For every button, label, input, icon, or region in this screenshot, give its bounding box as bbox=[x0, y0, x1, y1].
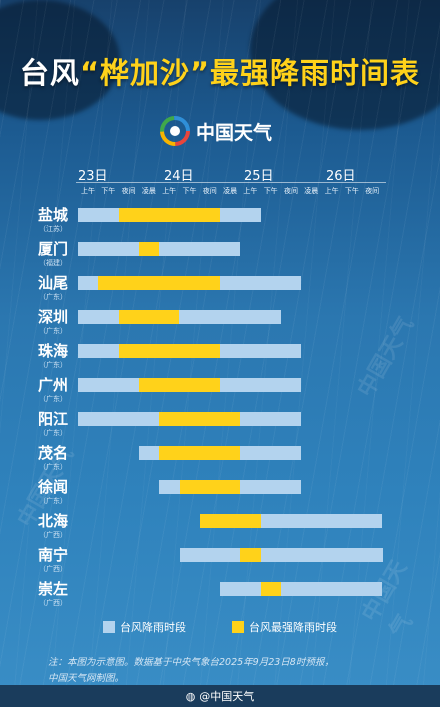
city-name: 珠海 bbox=[37, 342, 68, 360]
rain-period-bar bbox=[220, 582, 383, 596]
city-name: 南宁 bbox=[37, 546, 68, 564]
time-slot-label: 凌晨 bbox=[141, 187, 156, 195]
strong-rain-bar bbox=[118, 208, 221, 222]
strong-rain-bar bbox=[118, 310, 180, 324]
strong-rain-bar bbox=[98, 276, 221, 290]
time-slot-label: 夜间 bbox=[365, 187, 380, 195]
city-name: 深圳 bbox=[37, 308, 68, 326]
day-label: 23日 bbox=[78, 169, 108, 184]
city-name: 北海 bbox=[37, 512, 68, 530]
city-name: 崇左 bbox=[37, 580, 68, 598]
province-label: （广东） bbox=[39, 361, 67, 369]
time-slot-label: 下午 bbox=[263, 187, 278, 195]
rain-period-bar bbox=[179, 548, 383, 562]
strong-rain-bar bbox=[159, 412, 241, 426]
logo-text: 中国天气 bbox=[196, 121, 273, 144]
spiral-logo-icon bbox=[160, 116, 190, 146]
time-slot-label: 上午 bbox=[81, 187, 95, 195]
province-label: （江苏） bbox=[39, 225, 67, 233]
footer-bar: ◍ @中国天气 bbox=[0, 685, 440, 707]
time-slot-label: 上午 bbox=[162, 187, 177, 195]
province-label: （广东） bbox=[39, 395, 67, 403]
footnote-line-1: 注：本图为示意图。数据基于中央气象台2025年9月23日8时预报， bbox=[48, 657, 334, 668]
page-title: 台风“桦加沙”最强降雨时间表 bbox=[19, 56, 421, 90]
time-slot-label: 下午 bbox=[344, 187, 359, 195]
province-label: （广东） bbox=[39, 429, 67, 437]
time-slot-label: 下午 bbox=[101, 187, 116, 195]
rain-period-bar bbox=[78, 310, 281, 324]
province-label: （福建） bbox=[39, 259, 67, 267]
footer-text: @中国天气 bbox=[199, 690, 255, 703]
strong-rain-bar bbox=[240, 548, 261, 562]
time-slot-label: 夜间 bbox=[121, 187, 136, 195]
province-label: （广西） bbox=[39, 599, 67, 607]
strong-rain-bar bbox=[260, 582, 281, 596]
strong-rain-bar bbox=[179, 480, 241, 494]
province-label: （广西） bbox=[39, 565, 67, 573]
province-label: （广东） bbox=[39, 327, 67, 335]
province-label: （广东） bbox=[39, 497, 67, 505]
legend-label-strong: 台风最强降雨时段 bbox=[249, 621, 337, 634]
day-label: 25日 bbox=[244, 169, 274, 184]
time-slot-label: 夜间 bbox=[202, 187, 217, 195]
city-name: 茂名 bbox=[37, 444, 68, 462]
province-label: （广东） bbox=[39, 293, 67, 301]
footnote-line-2: 中国天气网制图。 bbox=[48, 673, 125, 684]
province-label: （广西） bbox=[39, 531, 67, 539]
footnote: 注：本图为示意图。数据基于中央气象台2025年9月23日8时预报， 中国天气网制… bbox=[48, 655, 334, 687]
weibo-icon: ◍ bbox=[185, 689, 196, 703]
legend-label-rain: 台风降雨时段 bbox=[120, 621, 186, 634]
watermark: 中国天气 bbox=[353, 312, 420, 402]
city-name: 厦门 bbox=[37, 240, 68, 258]
legend-swatch-strong bbox=[232, 621, 244, 633]
time-slot-label: 夜间 bbox=[284, 187, 298, 195]
day-label: 24日 bbox=[164, 169, 194, 184]
city-name: 广州 bbox=[37, 376, 68, 394]
brand-logo: 中国天气 bbox=[160, 114, 272, 148]
strong-rain-bar bbox=[138, 378, 221, 392]
axis-line bbox=[76, 182, 386, 183]
time-slot-label: 凌晨 bbox=[304, 187, 319, 195]
city-name: 汕尾 bbox=[37, 274, 68, 292]
strong-rain-bar bbox=[159, 446, 241, 460]
time-slot-label: 上午 bbox=[243, 187, 258, 195]
legend-item-rain: 台风降雨时段 bbox=[103, 619, 186, 635]
city-name: 阳江 bbox=[37, 410, 68, 428]
strong-rain-bar bbox=[118, 344, 221, 358]
province-label: （广东） bbox=[39, 463, 67, 471]
rain-period-bar bbox=[78, 242, 241, 256]
time-slot-label: 凌晨 bbox=[223, 187, 238, 195]
city-name: 盐城 bbox=[37, 206, 68, 224]
strong-rain-bar bbox=[138, 242, 160, 256]
city-name: 徐闻 bbox=[37, 478, 68, 496]
day-label: 26日 bbox=[326, 169, 356, 184]
time-slot-label: 上午 bbox=[324, 187, 339, 195]
legend-item-strong: 台风最强降雨时段 bbox=[232, 619, 337, 635]
legend-swatch-rain bbox=[103, 621, 115, 633]
time-slot-label: 下午 bbox=[182, 187, 197, 195]
strong-rain-bar bbox=[199, 514, 261, 528]
